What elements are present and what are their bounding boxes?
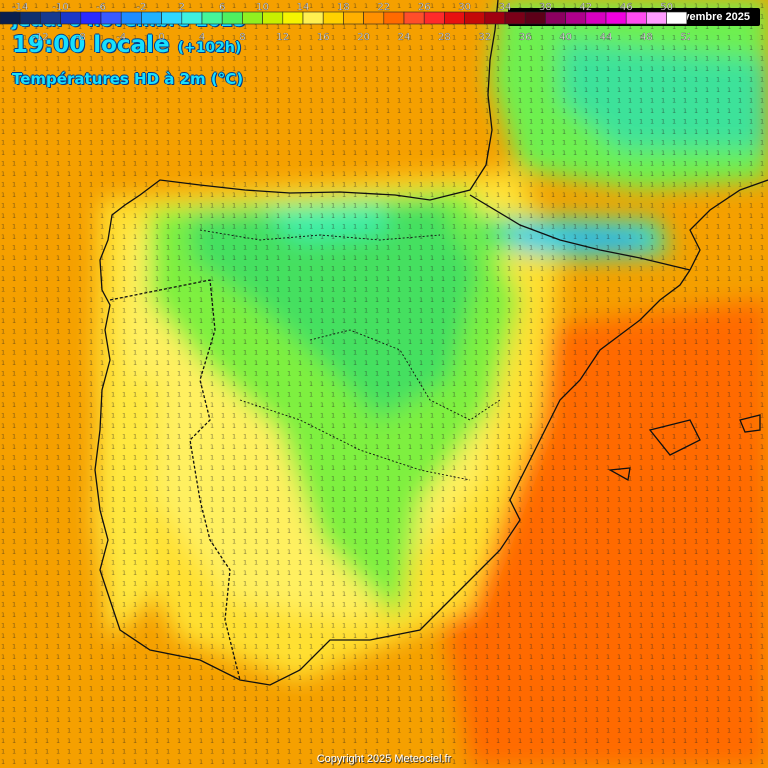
legend-tick-label: 4 — [199, 32, 205, 43]
legend-swatch — [524, 11, 546, 25]
legend-tick-label: 12 — [276, 32, 289, 43]
legend-swatch — [161, 11, 183, 25]
legend-swatch — [19, 11, 41, 25]
legend-tick-label: 20 — [357, 32, 370, 43]
legend-swatch — [40, 11, 61, 25]
legend-swatch — [545, 11, 566, 25]
legend-swatch — [585, 11, 607, 25]
copyright: Copyright 2025 Meteociel.fr — [316, 753, 452, 765]
legend-tick-label: 22 — [377, 2, 390, 13]
legend-swatch — [403, 11, 425, 25]
legend-tick-label: -4 — [116, 32, 126, 43]
legend-swatch — [484, 11, 506, 25]
variable-title: Températures HD à 2m (°C) — [12, 70, 244, 88]
legend-tick-label: 16 — [317, 32, 330, 43]
local-time: 19:00 locale — [12, 32, 170, 58]
legend-swatch — [565, 11, 587, 25]
legend-tick-label: 40 — [559, 32, 572, 43]
forecast-time: 19:00 locale (+102h) — [12, 32, 241, 58]
legend-swatch — [100, 11, 122, 25]
legend-tick-label: 32 — [478, 32, 491, 43]
legend-swatch — [181, 11, 203, 25]
legend-swatch — [666, 11, 688, 25]
legend-swatch — [221, 11, 243, 25]
legend-tick-label: 18 — [337, 2, 350, 13]
legend-tick-label: 36 — [519, 32, 532, 43]
coastlines — [94, 0, 768, 686]
legend-tick-label: 0 — [158, 32, 164, 43]
legend-swatch — [120, 11, 142, 25]
lead-time: (+102h) — [177, 40, 242, 56]
legend-swatch — [363, 11, 385, 25]
legend-tick-label: 2 — [179, 2, 185, 13]
legend-swatch — [343, 11, 364, 25]
legend-swatch — [60, 11, 82, 25]
legend-swatch — [646, 11, 667, 25]
legend-tick-label: -6 — [96, 2, 106, 13]
legend-swatch — [383, 11, 405, 25]
legend-swatch — [242, 11, 263, 25]
legend-tick-label: 46 — [620, 2, 633, 13]
legend-tick-label: 48 — [640, 32, 653, 43]
legend-tick-label: 24 — [398, 32, 411, 43]
legend-tick-label: 30 — [458, 2, 471, 13]
legend-swatch — [423, 11, 445, 25]
legend-swatch — [504, 11, 526, 25]
legend-tick-label: 52 — [680, 32, 690, 43]
legend-swatch — [262, 11, 284, 25]
legend-tick-label: 28 — [438, 32, 451, 43]
legend-tick-label: -2 — [136, 2, 146, 13]
legend-swatch — [625, 11, 647, 25]
legend-tick-label: -10 — [52, 2, 68, 13]
legend-swatch — [80, 11, 102, 25]
legend-tick-label: -14 — [12, 2, 28, 13]
legend-swatch — [322, 11, 344, 25]
legend-tick-label: 42 — [579, 2, 592, 13]
legend-swatch — [282, 11, 304, 25]
legend-tick-label: -12 — [32, 32, 48, 43]
legend-swatch — [141, 11, 162, 25]
legend-swatch — [464, 11, 486, 25]
color-legend: -14-12-10-8-6-4-202468101214161820222426… — [0, 2, 690, 43]
legend-tick-label: 26 — [418, 2, 431, 13]
legend-tick-label: -8 — [76, 32, 86, 43]
legend-tick-label: 44 — [600, 32, 613, 43]
legend-tick-label: 14 — [297, 2, 310, 13]
legend-tick-label: 50 — [660, 2, 673, 13]
legend-tick-label: 10 — [256, 2, 269, 13]
legend-swatch — [0, 11, 21, 25]
legend-tick-label: 38 — [539, 2, 552, 13]
legend-tick-label: 8 — [239, 32, 245, 43]
legend-tick-label: 6 — [219, 2, 225, 13]
legend-swatch — [201, 11, 223, 25]
legend-swatch — [605, 11, 627, 25]
legend-swatch — [444, 11, 465, 25]
legend-swatch — [302, 11, 324, 25]
legend-tick-label: 34 — [499, 2, 512, 13]
